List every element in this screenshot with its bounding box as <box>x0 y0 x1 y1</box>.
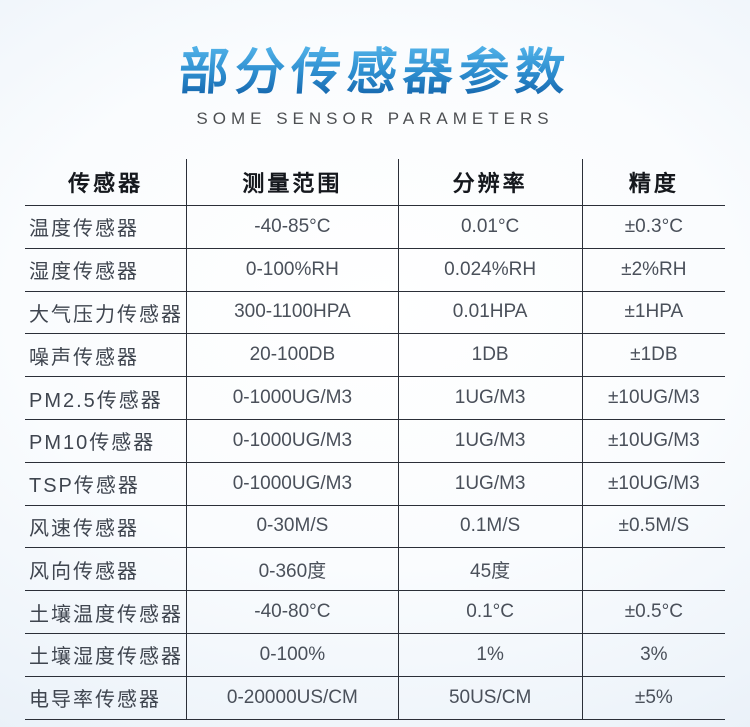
table-row: 风速传感器 0-30M/S 0.1M/S ±0.5M/S <box>25 505 725 549</box>
value-cell <box>582 547 725 592</box>
value-cell: 50US/CM <box>398 676 583 720</box>
value-cell: -40-85°C <box>186 205 399 249</box>
sensor-name-cell: 温度传感器 <box>25 205 188 249</box>
page-header: 部分传感器参数 SOME SENSOR PARAMETERS <box>0 0 750 129</box>
value-cell: 300-1100HPA <box>186 291 399 335</box>
value-cell: 1DB <box>398 333 583 378</box>
value-cell: ±1HPA <box>582 291 725 335</box>
value-cell: ±5% <box>582 676 725 720</box>
sensor-name-cell: 风速传感器 <box>25 505 188 549</box>
sensor-name-cell: 湿度传感器 <box>25 248 188 292</box>
value-cell: 0-1000UG/M3 <box>186 462 399 506</box>
table-container: 传感器 测量范围 分辨率 精度 温度传感器 -40-85°C 0.01°C ±0.3°C 湿度… <box>0 159 750 720</box>
table-row: 噪声传感器 20-100DB 1DB ±1DB <box>25 333 725 378</box>
value-cell: ±0.5°C <box>582 590 725 634</box>
value-cell: 0.01HPA <box>398 291 583 335</box>
value-cell: 1UG/M3 <box>398 419 583 463</box>
value-cell: ±10UG/M3 <box>582 376 725 420</box>
table-row: TSP传感器 0-1000UG/M3 1UG/M3 ±10UG/M3 <box>25 462 725 506</box>
page-subtitle: SOME SENSOR PARAMETERS <box>196 109 554 128</box>
sensor-name-cell: 大气压力传感器 <box>25 291 188 335</box>
value-cell: 0.01°C <box>398 205 583 249</box>
sensor-name-cell: 土壤温度传感器 <box>25 590 188 634</box>
value-cell: 0-1000UG/M3 <box>186 419 399 463</box>
value-cell: ±2%RH <box>582 248 725 292</box>
value-cell: ±0.5M/S <box>582 505 725 549</box>
value-cell: ±1DB <box>582 333 725 378</box>
page-title: 部分传感器参数 <box>177 44 573 100</box>
value-cell: 0-360度 <box>186 547 399 592</box>
table-row: 湿度传感器 0-100%RH 0.024%RH ±2%RH <box>25 248 725 292</box>
value-cell: 0-20000US/CM <box>186 676 399 720</box>
sensor-name-cell: 土壤湿度传感器 <box>25 633 188 677</box>
value-cell: 0-1000UG/M3 <box>186 376 399 420</box>
table-body: 温度传感器 -40-85°C 0.01°C ±0.3°C 湿度传感器 0-100%RH 0.… <box>25 205 725 720</box>
table-row: 大气压力传感器 300-1100HPA 0.01HPA ±1HPA <box>25 291 725 335</box>
value-cell: -40-80°C <box>186 590 399 634</box>
table-row: PM2.5传感器 0-1000UG/M3 1UG/M3 ±10UG/M3 <box>25 376 725 420</box>
sensor-parameters-table: 传感器 测量范围 分辨率 精度 温度传感器 -40-85°C 0.01°C ±0.3°C 湿度… <box>25 159 725 720</box>
value-cell: ±10UG/M3 <box>582 462 725 506</box>
table-row: 电导率传感器 0-20000US/CM 50US/CM ±5% <box>25 676 725 720</box>
value-cell: ±0.3°C <box>582 205 725 249</box>
table-head: 传感器 测量范围 分辨率 精度 <box>25 159 725 206</box>
table-header-row: 传感器 测量范围 分辨率 精度 <box>25 159 725 206</box>
value-cell: 0-100%RH <box>186 248 399 292</box>
column-header: 分辨率 <box>398 159 583 206</box>
column-header: 精度 <box>582 159 725 206</box>
value-cell: 20-100DB <box>186 333 399 378</box>
value-cell: 1UG/M3 <box>398 376 583 420</box>
value-cell: 3% <box>582 633 725 677</box>
value-cell: 0.024%RH <box>398 248 583 292</box>
table-row: 温度传感器 -40-85°C 0.01°C ±0.3°C <box>25 205 725 249</box>
sensor-name-cell: PM2.5传感器 <box>25 376 188 420</box>
value-cell: ±10UG/M3 <box>582 419 725 463</box>
value-cell: 0.1M/S <box>398 505 583 549</box>
sensor-name-cell: PM10传感器 <box>25 419 188 463</box>
sensor-name-cell: 电导率传感器 <box>25 676 188 720</box>
column-header: 测量范围 <box>186 159 399 206</box>
value-cell: 45度 <box>398 547 583 592</box>
table-row: PM10传感器 0-1000UG/M3 1UG/M3 ±10UG/M3 <box>25 419 725 463</box>
sensor-name-cell: 噪声传感器 <box>25 333 188 378</box>
table-row: 土壤温度传感器 -40-80°C 0.1°C ±0.5°C <box>25 590 725 634</box>
value-cell: 1% <box>398 633 583 677</box>
value-cell: 0-30M/S <box>186 505 399 549</box>
sensor-name-cell: 风向传感器 <box>25 547 188 592</box>
column-header: 传感器 <box>25 159 188 206</box>
value-cell: 1UG/M3 <box>398 462 583 506</box>
value-cell: 0-100% <box>186 633 399 677</box>
value-cell: 0.1°C <box>398 590 583 634</box>
sensor-name-cell: TSP传感器 <box>25 462 188 506</box>
table-row: 土壤湿度传感器 0-100% 1% 3% <box>25 633 725 677</box>
table-row: 风向传感器 0-360度 45度 <box>25 547 725 592</box>
